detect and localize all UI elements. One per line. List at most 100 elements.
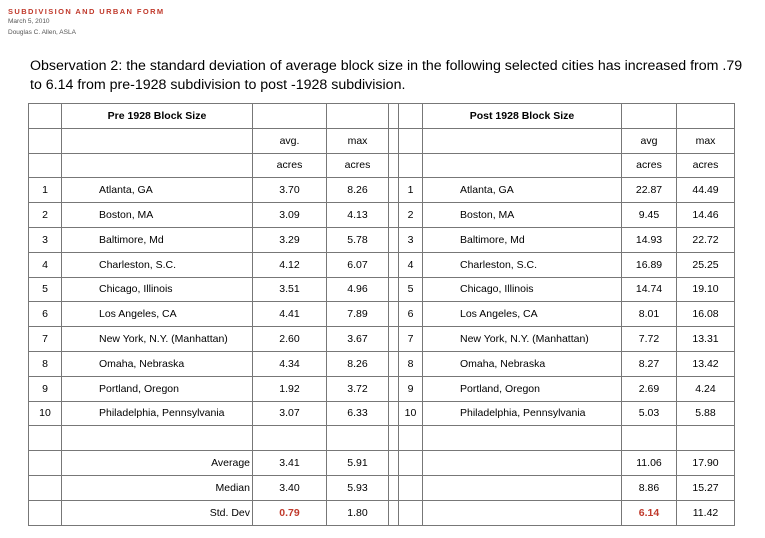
cell-spacer	[388, 350, 399, 377]
table-row: 3 Baltimore, Md 3.29 5.78 3 Baltimore, Md 14.9…	[28, 226, 735, 253]
post-stat-avg: 6.14	[621, 499, 677, 526]
cell-empty	[398, 474, 423, 501]
table-row: 4 Charleston, S.C. 4.12 6.07 4 Charleston, S.…	[28, 251, 735, 278]
cell-empty	[61, 152, 253, 179]
unit-header-row: acres acres acres acres	[28, 152, 735, 179]
pre-row-number: 2	[28, 202, 62, 228]
cell-spacer	[388, 474, 399, 501]
cell-empty	[252, 103, 327, 129]
pre-avg-value: 1.92	[252, 375, 327, 402]
stat-label: Average	[61, 450, 253, 476]
pre-row-number: 5	[28, 276, 62, 303]
post-row-number: 3	[398, 226, 423, 253]
pre-stat-max: 1.80	[326, 499, 389, 526]
post-stat-max: 11.42	[676, 499, 735, 526]
stat-row: Std. Dev 0.79 1.80 6.14 11.42	[28, 499, 735, 526]
post-stat-max: 15.27	[676, 474, 735, 501]
post-row-number: 7	[398, 326, 423, 352]
post-max-value: 5.88	[676, 400, 735, 427]
pre-max-value: 8.26	[326, 350, 389, 377]
cell-empty	[398, 425, 423, 452]
cell-spacer	[388, 400, 399, 427]
post-city-name: Boston, MA	[422, 202, 622, 228]
cell-empty	[28, 152, 62, 179]
post-row-number: 10	[398, 400, 423, 427]
pre-city-name: Los Angeles, CA	[61, 301, 253, 328]
pre-stat-avg: 0.79	[252, 499, 327, 526]
post-row-number: 9	[398, 375, 423, 402]
pre-row-number: 4	[28, 251, 62, 278]
post-avg-value: 7.72	[621, 326, 677, 352]
pre-stat-max: 5.91	[326, 450, 389, 476]
cell-empty	[398, 152, 423, 179]
cell-spacer	[388, 301, 399, 328]
post-avg-value: 8.01	[621, 301, 677, 328]
pre-avg-value: 3.51	[252, 276, 327, 303]
cell-empty	[61, 127, 253, 154]
pre-city-name: Boston, MA	[61, 202, 253, 228]
pre-city-name: Charleston, S.C.	[61, 251, 253, 278]
pre-avg-value: 4.12	[252, 251, 327, 278]
cell-spacer	[388, 276, 399, 303]
cell-spacer	[388, 450, 399, 476]
cell-empty	[28, 103, 62, 129]
pre-city-name: Philadelphia, Pennsylvania	[61, 400, 253, 427]
post-avg-unit: acres	[621, 152, 677, 179]
pre-avg-value: 3.09	[252, 202, 327, 228]
post-city-name: Philadelphia, Pennsylvania	[422, 400, 622, 427]
post-stat-max: 17.90	[676, 450, 735, 476]
stat-label: Std. Dev	[61, 499, 253, 526]
cell-spacer	[388, 103, 399, 129]
cell-spacer	[388, 499, 399, 526]
column-header-row: avg. max avg max	[28, 127, 735, 154]
post-avg-value: 8.27	[621, 350, 677, 377]
post-city-name: Los Angeles, CA	[422, 301, 622, 328]
cell-spacer	[388, 326, 399, 352]
post-row-number: 2	[398, 202, 423, 228]
post-row-number: 4	[398, 251, 423, 278]
cell-empty	[28, 450, 62, 476]
stat-row: Average 3.41 5.91 11.06 17.90	[28, 450, 735, 476]
pre-city-name: Omaha, Nebraska	[61, 350, 253, 377]
blank-row	[28, 425, 735, 452]
post-city-name: Chicago, Illinois	[422, 276, 622, 303]
post-avg-value: 14.93	[621, 226, 677, 253]
cell-empty	[398, 127, 423, 154]
post-avg-header: avg	[621, 127, 677, 154]
pre-avg-value: 3.29	[252, 226, 327, 253]
cell-empty	[621, 103, 677, 129]
post-max-value: 13.42	[676, 350, 735, 377]
pre-city-name: New York, N.Y. (Manhattan)	[61, 326, 253, 352]
post-stat-avg: 11.06	[621, 450, 677, 476]
post-avg-value: 2.69	[621, 375, 677, 402]
pre-row-number: 6	[28, 301, 62, 328]
document-author: Douglas C. Allen, ASLA	[8, 29, 76, 36]
pre-city-name: Portland, Oregon	[61, 375, 253, 402]
cell-empty	[621, 425, 677, 452]
cell-empty	[422, 474, 622, 501]
pre-stat-max: 5.93	[326, 474, 389, 501]
pre-row-number: 9	[28, 375, 62, 402]
pre-row-number: 7	[28, 326, 62, 352]
table-row: 2 Boston, MA 3.09 4.13 2 Boston, MA 9.45 14.46	[28, 202, 735, 228]
post-city-name: Omaha, Nebraska	[422, 350, 622, 377]
cell-empty	[676, 425, 735, 452]
post-city-name: Charleston, S.C.	[422, 251, 622, 278]
post-1928-title: Post 1928 Block Size	[422, 103, 622, 129]
table-row: 6 Los Angeles, CA 4.41 7.89 6 Los Angeles, CA…	[28, 301, 735, 328]
pre-city-name: Baltimore, Md	[61, 226, 253, 253]
pre-avg-value: 3.70	[252, 177, 327, 204]
document-date: March 5, 2010	[8, 18, 50, 25]
table-row: 9 Portland, Oregon 1.92 3.72 9 Portland, Oreg…	[28, 375, 735, 402]
post-max-value: 4.24	[676, 375, 735, 402]
cell-spacer	[388, 251, 399, 278]
stat-label: Median	[61, 474, 253, 501]
post-city-name: Portland, Oregon	[422, 375, 622, 402]
cell-spacer	[388, 127, 399, 154]
pre-avg-value: 4.34	[252, 350, 327, 377]
post-row-number: 5	[398, 276, 423, 303]
pre-avg-value: 2.60	[252, 326, 327, 352]
post-city-name: New York, N.Y. (Manhattan)	[422, 326, 622, 352]
cell-empty	[28, 425, 62, 452]
cell-spacer	[388, 375, 399, 402]
